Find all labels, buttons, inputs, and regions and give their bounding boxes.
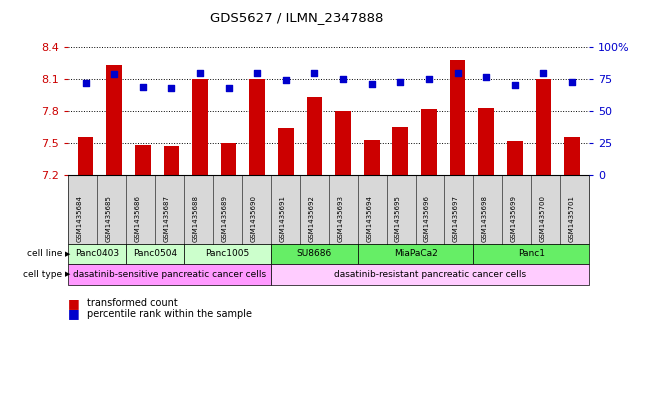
Bar — [335, 111, 351, 175]
Point — [338, 76, 348, 82]
Text: dasatinib-resistant pancreatic cancer cells: dasatinib-resistant pancreatic cancer ce… — [334, 270, 526, 279]
Point — [309, 70, 320, 76]
Bar — [450, 60, 465, 175]
Text: GSM1435701: GSM1435701 — [569, 195, 575, 242]
Bar — [536, 79, 551, 175]
Text: GSM1435695: GSM1435695 — [395, 195, 401, 242]
Point — [367, 81, 377, 87]
Point — [195, 70, 205, 76]
Text: GDS5627 / ILMN_2347888: GDS5627 / ILMN_2347888 — [210, 11, 383, 24]
Text: GSM1435686: GSM1435686 — [135, 195, 141, 242]
Text: GSM1435684: GSM1435684 — [77, 195, 83, 242]
Text: percentile rank within the sample: percentile rank within the sample — [87, 309, 251, 319]
Point — [223, 85, 234, 91]
Bar — [478, 108, 494, 175]
Point — [538, 70, 549, 76]
Bar — [77, 137, 93, 175]
Bar — [192, 79, 208, 175]
Text: GSM1435693: GSM1435693 — [337, 195, 343, 242]
Bar — [278, 128, 294, 175]
Text: cell line: cell line — [27, 250, 65, 258]
Text: GSM1435691: GSM1435691 — [279, 195, 285, 242]
Bar — [393, 127, 408, 175]
Text: SU8686: SU8686 — [297, 250, 332, 258]
Text: GSM1435700: GSM1435700 — [540, 195, 546, 242]
Text: GSM1435692: GSM1435692 — [309, 195, 314, 242]
Text: GSM1435696: GSM1435696 — [424, 195, 430, 242]
Bar — [135, 145, 150, 175]
Text: Panc0504: Panc0504 — [133, 250, 177, 258]
Text: cell type: cell type — [23, 270, 65, 279]
Point — [109, 71, 119, 77]
Bar — [564, 137, 580, 175]
Bar — [364, 140, 380, 175]
Text: Panc1: Panc1 — [518, 250, 545, 258]
Bar — [106, 65, 122, 175]
Point — [452, 70, 463, 76]
Point — [395, 79, 406, 85]
Point — [424, 76, 434, 82]
Point — [510, 83, 520, 89]
Text: GSM1435699: GSM1435699 — [511, 195, 517, 242]
Text: transformed count: transformed count — [87, 298, 177, 309]
Bar — [249, 79, 265, 175]
Text: GSM1435688: GSM1435688 — [193, 195, 199, 242]
Text: GSM1435698: GSM1435698 — [482, 195, 488, 242]
Point — [80, 80, 90, 86]
Bar — [307, 97, 322, 175]
Point — [567, 79, 577, 85]
Text: GSM1435689: GSM1435689 — [221, 195, 227, 242]
Text: GSM1435694: GSM1435694 — [366, 195, 372, 242]
Text: GSM1435690: GSM1435690 — [251, 195, 256, 242]
Bar — [507, 141, 523, 175]
Text: GSM1435697: GSM1435697 — [453, 195, 459, 242]
Point — [252, 70, 262, 76]
Bar — [163, 146, 179, 175]
Text: ■: ■ — [68, 297, 80, 310]
Point — [481, 73, 492, 80]
Point — [137, 84, 148, 90]
Point — [166, 85, 176, 91]
Text: GSM1435685: GSM1435685 — [105, 195, 112, 242]
Text: ■: ■ — [68, 307, 80, 321]
Text: ▶: ▶ — [65, 271, 70, 277]
Text: Panc1005: Panc1005 — [205, 250, 249, 258]
Point — [281, 77, 291, 84]
Text: GSM1435687: GSM1435687 — [163, 195, 170, 242]
Text: MiaPaCa2: MiaPaCa2 — [394, 250, 437, 258]
Text: dasatinib-sensitive pancreatic cancer cells: dasatinib-sensitive pancreatic cancer ce… — [73, 270, 266, 279]
Text: Panc0403: Panc0403 — [76, 250, 119, 258]
Bar — [221, 143, 236, 175]
Text: ▶: ▶ — [65, 251, 70, 257]
Bar — [421, 109, 437, 175]
